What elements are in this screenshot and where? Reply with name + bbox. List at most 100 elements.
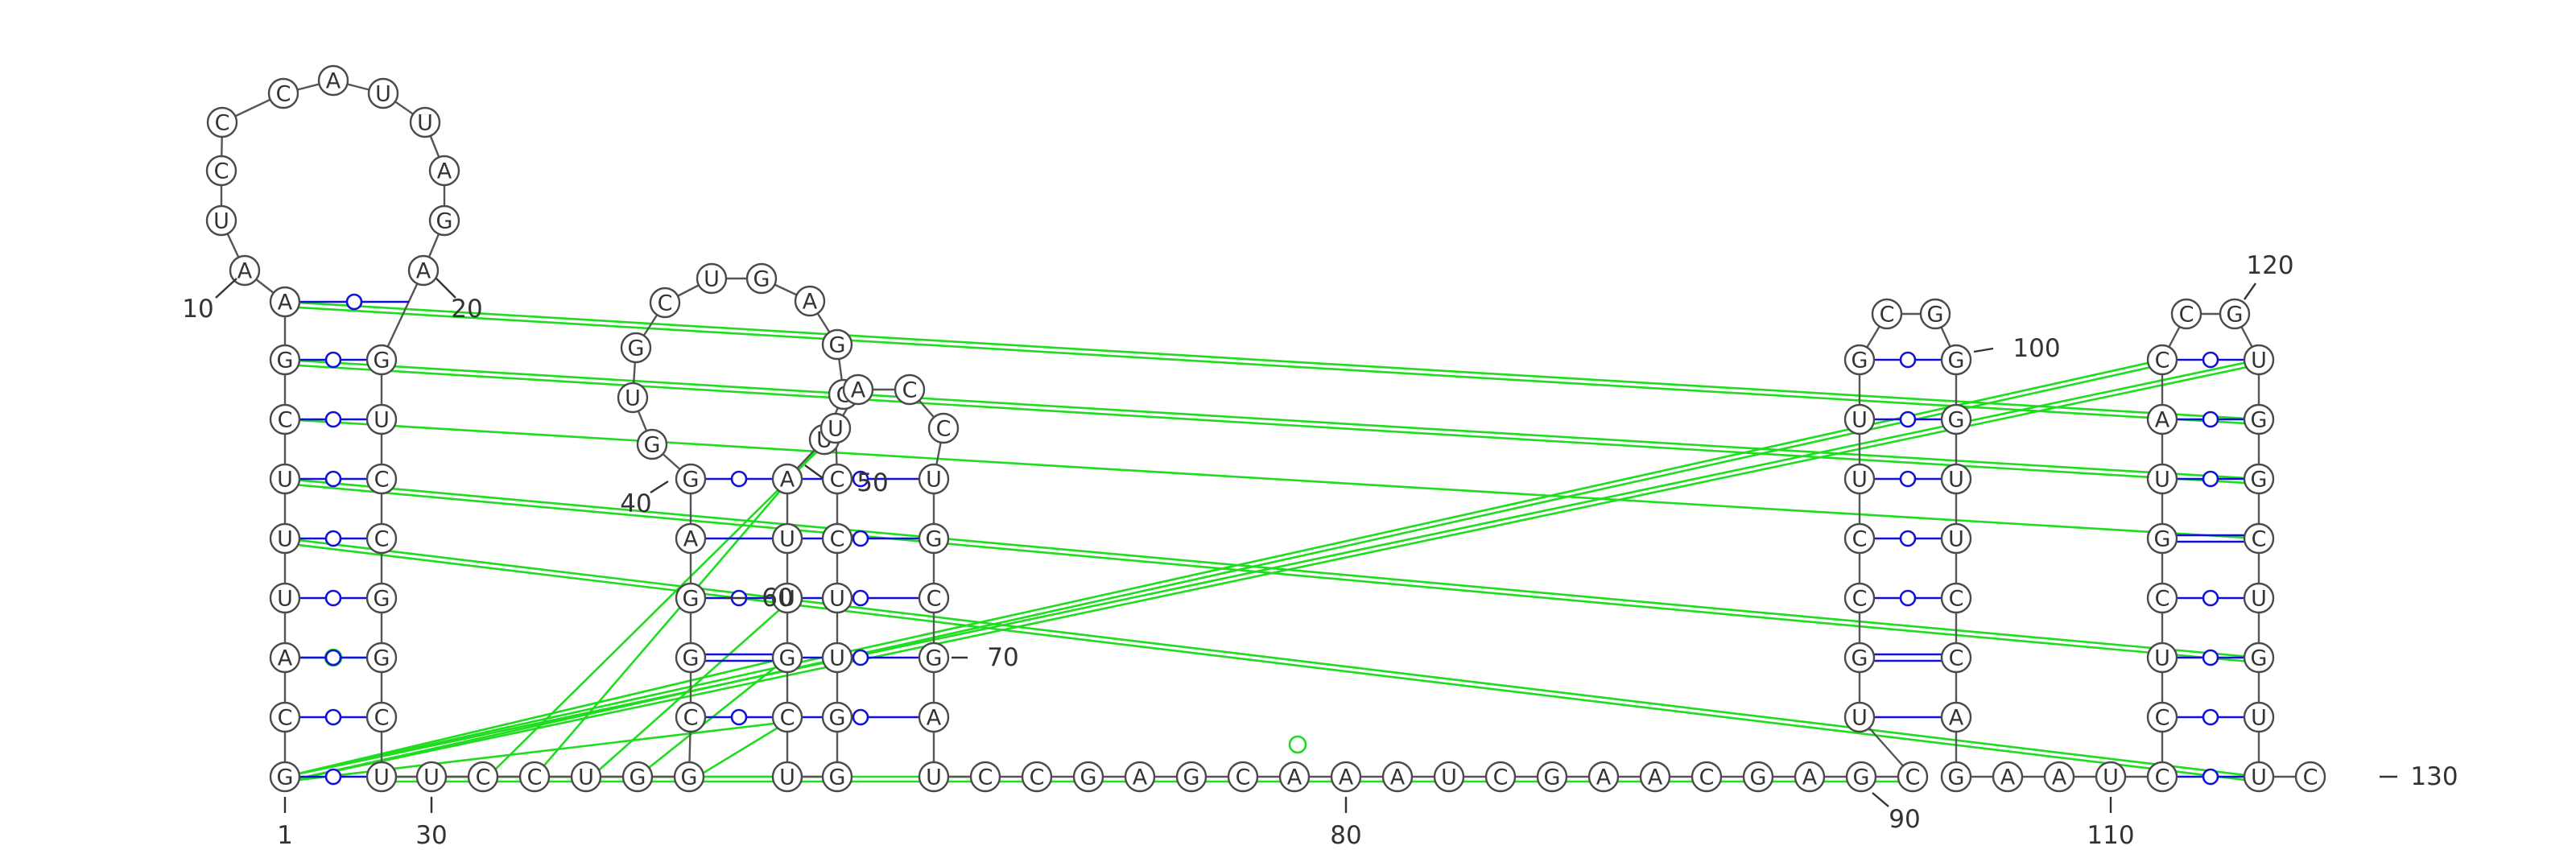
wobble-pair-marker (2202, 708, 2219, 726)
nucleotide: C (771, 701, 803, 733)
position-number: 120 (2246, 251, 2293, 280)
nucleotide: U (821, 642, 853, 674)
nucleotide: A (1381, 761, 1414, 793)
noncanonical-pair-marker (1288, 735, 1307, 754)
nucleotide: C (269, 403, 301, 435)
nucleotide-circle (2146, 463, 2178, 495)
nucleotide-circle (229, 254, 261, 287)
nucleotide: G (621, 761, 654, 793)
position-number: 60 (762, 584, 793, 613)
nucleotide-letter: U (926, 765, 942, 790)
position-number: 50 (857, 468, 888, 497)
nucleotide: C (2294, 761, 2326, 793)
nucleotide-letter: A (1949, 706, 1964, 731)
nucleotide-letter: U (2251, 587, 2267, 612)
nucleotide-circle (1536, 761, 1568, 793)
nucleotide-circle (675, 463, 707, 495)
nucleotide-letter: U (1852, 408, 1868, 433)
nucleotide: C (365, 522, 398, 555)
nucleotide-circle (1940, 403, 1972, 435)
nucleotide: C (267, 77, 299, 109)
wobble-pair-marker (2202, 351, 2219, 369)
nucleotide: U (918, 463, 950, 495)
nucleotide-letter: C (830, 468, 845, 493)
nucleotide-letter: U (417, 111, 433, 136)
nucleotide-letter: C (683, 706, 699, 731)
position-label: 110 (2087, 797, 2135, 850)
nucleotide-circle (1940, 463, 1972, 495)
nucleotide-letter: U (779, 527, 795, 552)
nucleotide-letter: G (2227, 303, 2244, 328)
nucleotide-letter: G (1948, 765, 1965, 790)
base-pair-layer (299, 293, 2244, 786)
noncanonical-interaction (284, 358, 2260, 481)
nucleotide-circle (269, 463, 301, 495)
nucleotide-letter: G (374, 646, 390, 671)
nucleotide: U (2095, 761, 2127, 793)
nucleotide-circle (269, 286, 301, 318)
nucleotide-letter: U (374, 765, 390, 790)
nucleotide-circle (2146, 582, 2178, 614)
nucleotide-circle (771, 463, 803, 495)
nucleotide: C (2146, 344, 2178, 376)
nucleotide-circle (821, 642, 853, 674)
nucleotide-circle (365, 582, 398, 614)
nucleotide-letter: G (2251, 408, 2268, 433)
nucleotide-letter: C (2303, 765, 2318, 790)
wobble-pair-marker (852, 589, 869, 607)
nucleotide: A (428, 155, 460, 187)
nucleotide: C (821, 463, 853, 495)
position-label: 70 (952, 643, 1019, 672)
nucleotide-circle (2243, 403, 2275, 435)
nucleotide-circle (1843, 642, 1876, 674)
nucleotide: G (2219, 298, 2251, 330)
nucleotide: U (367, 77, 399, 109)
nucleotide-circle (2243, 463, 2275, 495)
noncanonical-interaction (482, 444, 825, 782)
nucleotide-circle (621, 761, 654, 793)
nucleotide-circle (269, 403, 301, 435)
nucleotide-circle (918, 522, 950, 555)
nucleotide: U (1940, 522, 1972, 555)
nucleotide: A (1278, 761, 1311, 793)
nucleotide-circle (842, 373, 874, 406)
nucleotide-circle (1897, 761, 1929, 793)
noncanonical-interaction (284, 537, 2260, 778)
nucleotide: A (1992, 761, 2024, 793)
nucleotide-letter: A (1390, 765, 1406, 790)
nucleotide: C (205, 155, 237, 187)
nucleotide: G (1940, 403, 1972, 435)
nucleotide: G (821, 328, 853, 361)
nucleotide-letter: U (779, 765, 795, 790)
nucleotide: C (467, 761, 499, 793)
position-number: 40 (620, 489, 651, 518)
nucleotide-letter: G (683, 587, 700, 612)
nucleotide-circle (269, 522, 301, 555)
wobble-pair-marker (1899, 470, 1917, 488)
nucleotide: G (673, 761, 705, 793)
nucleotide-circle (269, 642, 301, 674)
nucleotide-circle (1639, 761, 1671, 793)
nucleotide-circle (636, 428, 668, 460)
nucleotide-circle (649, 287, 681, 319)
nucleotide: G (1843, 344, 1876, 376)
nucleotide: G (1940, 344, 1972, 376)
nucleotide-circle (1072, 761, 1104, 793)
nucleotide-letter: C (527, 765, 543, 790)
position-tick (1973, 347, 1994, 353)
position-label: 40 (620, 480, 669, 518)
nucleotide-letter: A (803, 290, 818, 315)
nucleotide-circle (1940, 642, 1972, 674)
nucleotide: G (1843, 642, 1876, 674)
nucleotide-circle (1940, 522, 1972, 555)
nucleotide: U (821, 582, 853, 614)
nucleotide-circle (675, 522, 707, 555)
nucleotide-circle (1843, 522, 1876, 555)
nucleotide-circle (2146, 642, 2178, 674)
nucleotide-letter: U (2251, 765, 2267, 790)
nucleotide-circle (918, 761, 950, 793)
nucleotide: C (918, 582, 950, 614)
nucleotide-letter: C (902, 378, 918, 403)
nucleotide-letter: A (851, 378, 866, 403)
